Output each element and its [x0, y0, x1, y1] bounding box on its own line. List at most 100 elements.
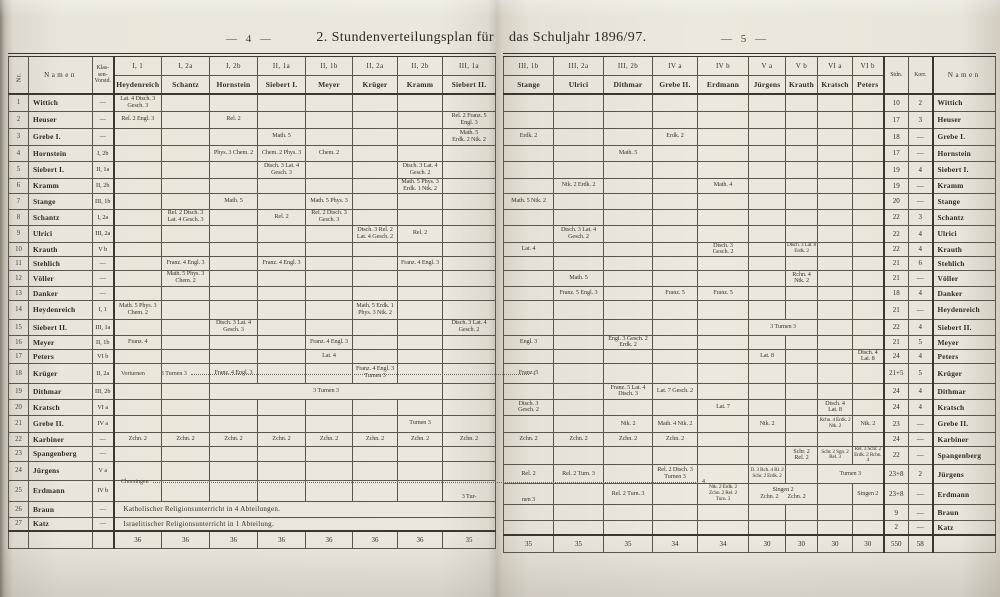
schedule-cell: 3 Turnen 3	[748, 318, 818, 336]
schedule-cell: Zchn. 2	[112, 431, 162, 447]
empty-cell	[397, 144, 443, 162]
teacher-name-right: Spangenberg	[931, 445, 996, 466]
empty-cell	[748, 144, 786, 162]
teacher-name-right: Heuser	[931, 110, 996, 129]
empty-cell	[209, 398, 258, 416]
column-total: 36	[352, 530, 398, 549]
empty-cell	[209, 414, 258, 433]
korr-value: 4	[908, 348, 933, 364]
empty-cell	[697, 362, 749, 384]
empty-cell	[748, 192, 786, 210]
schedule-cell: Franz. 4 Engl. 3	[161, 255, 210, 271]
schedule-cell: Dtsch. 4 Lat. 8	[852, 348, 884, 364]
empty-cell	[503, 504, 554, 522]
empty-cell	[785, 192, 818, 210]
empty-cell	[161, 318, 210, 336]
teacher-name-right: Hornstein	[931, 144, 996, 162]
empty-cell	[305, 445, 353, 462]
empty-cell	[352, 445, 398, 462]
korr-value: 4	[908, 318, 933, 336]
empty-cell	[209, 348, 258, 364]
table-row: 8 Schantz I, 2a Rel. 2 Dtsch. 3 Lat. 4 Gesc…	[8, 208, 496, 226]
class-header: III, 2b	[603, 53, 653, 76]
row-number: 8	[8, 208, 29, 226]
schedule-cell: Rel. 2	[397, 224, 443, 243]
empty-cell	[785, 110, 818, 129]
table-row: Erdk. 2 Erdk. 2 18— Grebe I.	[503, 127, 996, 146]
stdn-value: 20	[882, 192, 909, 210]
empty-cell	[748, 110, 786, 129]
empty-cell	[697, 192, 749, 210]
table-row: 23 Spangenberg —	[8, 445, 496, 462]
empty-cell	[503, 285, 554, 301]
teacher-name-right: Ulrici	[931, 224, 996, 243]
empty-cell	[652, 348, 698, 364]
schedule-cell: Rel. 2 Dtsch. 3 Lat. 4 Gesch. 3	[161, 208, 210, 226]
schedule-cell: Zchn. 2	[209, 431, 258, 447]
schedule-cell: Zchn. 2	[503, 431, 554, 447]
empty-cell	[553, 255, 604, 271]
table-row: 3 Grebe I. — Math. 5 Math. 5 Erdk. 2 Ntk. 2	[8, 127, 496, 146]
klassen-vorstand: —	[92, 110, 114, 129]
schedule-cell: Zchn. 2	[257, 431, 306, 447]
empty-cell	[785, 93, 818, 112]
schedule-cell: Franz. 4 Engl. 3 Turnen 3	[352, 362, 398, 384]
empty-cell	[257, 110, 306, 129]
teacher-name: Krauth	[28, 241, 93, 257]
empty-cell	[112, 224, 162, 243]
empty-cell	[603, 398, 653, 416]
empty-cell	[352, 241, 398, 257]
table-row: Rel. 2 Rel. 2 Turn. 3 Rel. 2 Dtsch. 3 Turn…	[503, 464, 996, 485]
table-row: 2— Katz	[503, 520, 996, 536]
table-row: 2 Heuser — Rel. 2 Engl. 3 Rel. 2 Rel. 2 Franz…	[8, 110, 496, 129]
empty-cell	[603, 127, 653, 146]
empty-cell	[28, 530, 93, 549]
teacher-header: Dithmar	[603, 74, 653, 95]
class-header: III, 2a	[553, 53, 604, 76]
schedule-cell: Rel. 2 Turn. 3	[603, 483, 653, 506]
empty-cell	[8, 530, 29, 549]
empty-cell	[697, 431, 749, 447]
teacher-header: Schantz	[161, 74, 210, 95]
namen-column-header: Namen	[28, 53, 93, 95]
table-row: 17 3 Heuser	[503, 110, 996, 129]
empty-cell	[652, 299, 698, 320]
schedule-cell: Math. 4 Ntk. 2	[652, 414, 698, 433]
korr-value: 5	[908, 362, 933, 384]
stdn-value: 24	[882, 398, 909, 416]
empty-cell	[112, 348, 162, 364]
class-header: II, 2a	[352, 53, 398, 76]
empty-cell	[305, 224, 353, 243]
schedule-cell: Zchn. 2	[352, 431, 398, 447]
teacher-name: Stange	[28, 192, 93, 210]
schedule-cell: Lat. 7 Gesch. 2	[652, 382, 698, 400]
schedule-cell: Rel. 3 Schr. 2 Erdk. 2 Rchn. 4	[852, 445, 884, 466]
schedule-cell: Turnen 3	[817, 464, 884, 485]
row-number: 22	[8, 431, 29, 447]
schedule-cell: D. 3 Rch. 4 Rl. 2 Schr. 2 Erdk. 2	[748, 464, 786, 485]
empty-cell	[209, 445, 258, 462]
korr-value: 3	[908, 110, 933, 129]
schedule-cell: Franz. 5 Engl. 3	[553, 285, 604, 301]
teacher-header: Peters	[852, 74, 884, 95]
class-header: V a	[748, 53, 786, 76]
left-page-number: — 4 —	[226, 33, 274, 45]
schedule-cell: Franz. 4 Engl. 3	[397, 255, 443, 271]
korr-value: 4	[908, 224, 933, 243]
empty-cell	[257, 348, 306, 364]
empty-cell	[852, 241, 884, 257]
empty-cell	[503, 208, 554, 226]
klassen-vorstand: III, 2a	[92, 224, 114, 243]
schedule-cell: Schr. 2 Rel. 2	[785, 445, 818, 466]
empty-cell	[397, 398, 443, 416]
empty-cell	[352, 334, 398, 350]
empty-cell	[817, 334, 853, 350]
table-row: 10 2 Wittich	[503, 93, 996, 112]
empty-cell	[603, 504, 653, 522]
table-row: Dtsch. 3 Lat. 4 Gesch. 2 22 4 Ulrici	[503, 224, 996, 243]
schedule-cell: Dtsch. 3 Lat. 4 Gesch. 2	[442, 318, 496, 336]
empty-cell	[748, 285, 786, 301]
empty-cell	[112, 144, 162, 162]
stdn-value: 22	[882, 445, 909, 466]
empty-cell	[603, 160, 653, 179]
